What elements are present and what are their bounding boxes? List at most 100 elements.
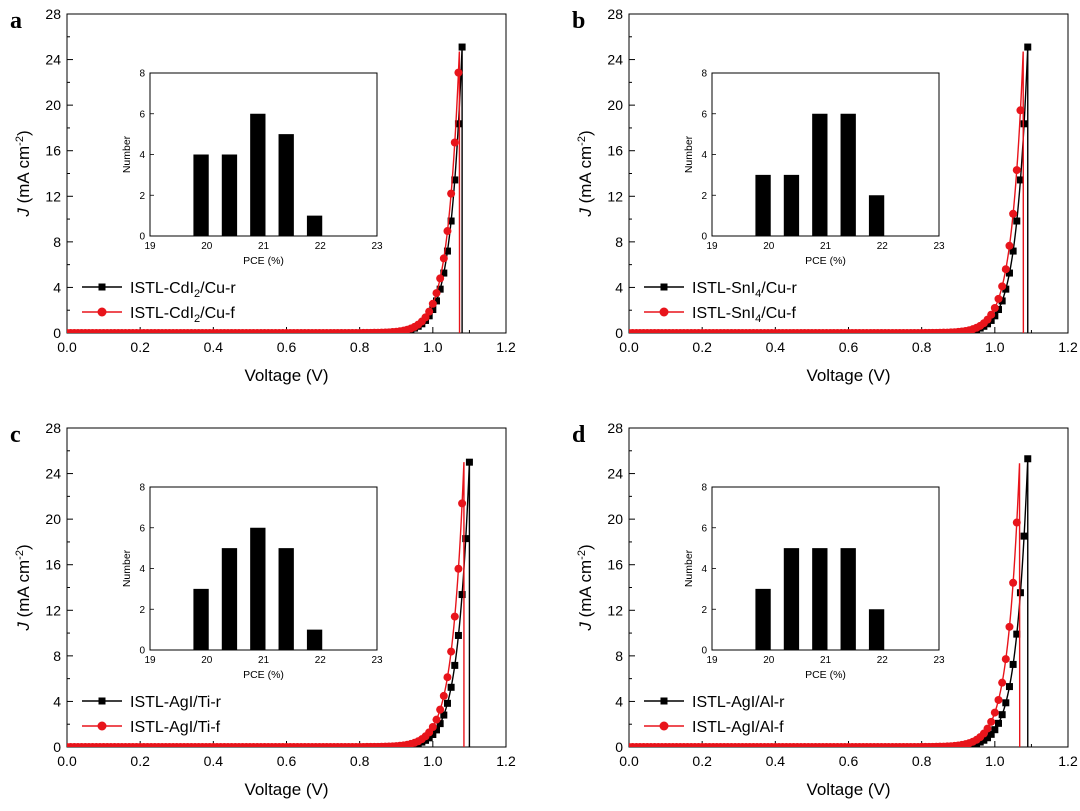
y-axis-title: J (mA cm-2) <box>14 130 33 217</box>
legend-label-end: /Cu-f <box>200 305 235 322</box>
data-point <box>987 730 995 738</box>
legend-label-main: ISTL-AgI/Ti-f <box>130 719 221 736</box>
inset-histogram: 19 20 21 22 23 0 2 4 6 8 PCE (%) Number <box>121 483 383 682</box>
data-point <box>447 189 456 198</box>
data-point <box>440 711 448 719</box>
data-point <box>447 647 456 656</box>
histogram-bar <box>221 154 238 236</box>
data-point <box>1016 176 1024 184</box>
y-tick-label: 28 <box>607 6 623 22</box>
data-point <box>447 217 455 225</box>
histogram-bar <box>840 113 856 236</box>
inset-x-tick-label: 19 <box>144 655 156 666</box>
data-point <box>458 591 466 599</box>
inset-x-tick-label: 23 <box>933 241 945 252</box>
x-tick-label: 0.0 <box>57 753 77 769</box>
inset-histogram: 19 20 21 22 23 0 2 4 6 8 PCE (%) Number <box>121 69 383 268</box>
y-tick-label: 16 <box>45 557 61 573</box>
histogram-bar <box>812 548 828 650</box>
inset-y-tick-label: 6 <box>139 109 145 120</box>
inset-y-tick-label: 0 <box>139 232 145 243</box>
legend-marker <box>98 697 106 705</box>
legend-label-subscript: 2 <box>194 288 200 300</box>
data-point <box>425 307 434 316</box>
legend-label-main: ISTL-AgI/Al-r <box>692 694 785 711</box>
data-point <box>1005 622 1014 631</box>
y-tick-label: 4 <box>615 279 623 295</box>
legend-marker <box>97 307 107 317</box>
legend-label-main: ISTL-AgI/Al-f <box>692 719 784 736</box>
curves <box>67 43 466 333</box>
data-point <box>436 705 445 714</box>
data-point <box>440 269 448 277</box>
histogram-bar <box>306 215 323 236</box>
histogram-bar <box>278 548 294 650</box>
data-point <box>987 310 996 319</box>
x-tick-label: 0.2 <box>130 753 150 769</box>
x-tick-label: 1.0 <box>423 339 443 355</box>
y-axis-title-exponent: -2 <box>14 550 26 560</box>
x-tick-label: 0.2 <box>130 339 150 355</box>
y-axis-title-close: ) <box>14 544 33 550</box>
panel-a: a0.0 0.2 0.4 0.6 0.8 1.0 1.20481216202428Volta… <box>10 6 516 385</box>
inset-x-tick-label: 21 <box>820 655 832 666</box>
panel-c: c0.0 0.2 0.4 0.6 0.8 1.0 1.20481216202428Volta… <box>10 420 516 799</box>
y-axis-title-exponent: -2 <box>576 136 588 146</box>
panel-d: d0.0 0.2 0.4 0.6 0.8 1.0 1.20481216202428Volta… <box>572 420 1078 799</box>
x-tick-label: 1.2 <box>1058 339 1078 355</box>
inset-x-tick-label: 19 <box>706 655 718 666</box>
data-point <box>1016 106 1025 115</box>
inset-y-tick-label: 2 <box>701 191 707 202</box>
legend-marker <box>97 721 107 731</box>
data-point <box>1005 269 1013 277</box>
x-tick-label: 0.6 <box>839 753 859 769</box>
y-tick-label: 8 <box>53 648 61 664</box>
legend-label-main: ISTL-SnI <box>692 280 755 297</box>
data-point <box>1005 241 1014 250</box>
legend-marker <box>659 307 669 317</box>
data-point <box>458 499 467 508</box>
y-tick-label: 20 <box>45 97 61 113</box>
inset-y-tick-label: 4 <box>139 150 145 161</box>
inset-x-tick-label: 22 <box>877 655 889 666</box>
legend: ISTL-AgI/Al-r ISTL-AgI/Al-f <box>644 694 785 736</box>
y-axis-title: J (mA cm-2) <box>576 130 595 217</box>
series-markers-1 <box>629 106 1025 333</box>
data-point <box>998 282 1007 291</box>
data-point <box>436 285 444 293</box>
y-axis-title-symbol: J <box>14 622 33 632</box>
y-axis-title-close: ) <box>14 130 33 136</box>
y-tick-label: 4 <box>53 693 61 709</box>
data-point <box>432 726 440 734</box>
x-tick-label: 0.0 <box>619 753 639 769</box>
histogram-bar <box>250 113 266 236</box>
y-tick-label: 24 <box>45 52 61 68</box>
legend-marker <box>660 283 668 291</box>
histogram-bar <box>306 629 323 650</box>
histogram-bar <box>783 174 800 236</box>
y-axis-title-unit: (mA cm <box>14 560 33 622</box>
x-tick-label: 0.8 <box>912 339 932 355</box>
inset-y-axis-title: Number <box>683 135 695 173</box>
inset-x-tick-label: 21 <box>258 655 270 666</box>
y-tick-label: 20 <box>607 511 623 527</box>
data-point <box>1024 43 1032 51</box>
data-point <box>1013 630 1021 638</box>
x-tick-label: 0.0 <box>57 339 77 355</box>
legend-marker <box>659 721 669 731</box>
inset-histogram: 19 20 21 22 23 0 2 4 6 8 PCE (%) Number <box>683 69 945 268</box>
y-axis-title-exponent: -2 <box>14 136 26 146</box>
data-point <box>976 738 984 746</box>
y-axis-title-close: ) <box>576 130 595 136</box>
data-point <box>994 294 1003 303</box>
y-tick-label: 4 <box>53 279 61 295</box>
inset-y-tick-label: 4 <box>139 564 145 575</box>
legend-label: ISTL-CdI2/Cu-f <box>130 305 235 325</box>
data-point <box>443 673 452 682</box>
data-point <box>462 535 470 543</box>
legend-label: ISTL-AgI/Al-f <box>692 719 784 736</box>
x-tick-label: 0.4 <box>204 339 224 355</box>
y-tick-label: 8 <box>615 234 623 250</box>
x-axis-title: Voltage (V) <box>806 366 890 385</box>
